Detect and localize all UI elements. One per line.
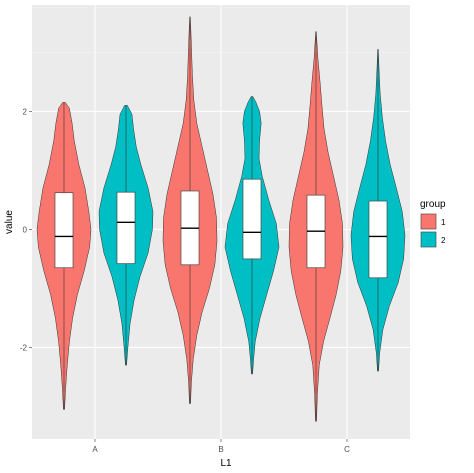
- violin-A-1: [36, 102, 92, 410]
- x-tick-label: A: [92, 445, 98, 454]
- violin-C-2: [350, 49, 406, 372]
- y-axis-title: value: [4, 210, 15, 234]
- violin-A-2: [98, 105, 154, 366]
- legend-swatch-1: [420, 213, 437, 230]
- legend-label-2: 2: [441, 236, 446, 245]
- y-tick-label: -2: [20, 343, 28, 352]
- legend-swatch-2: [420, 231, 437, 248]
- axes: -2 0 2 A B C: [20, 107, 350, 454]
- x-axis-title: L1: [220, 458, 232, 469]
- x-tick-label: B: [218, 445, 223, 454]
- violins: [36, 16, 406, 422]
- grid-lines: [32, 5, 410, 439]
- violin-B-2: [224, 96, 280, 375]
- box: [54, 192, 74, 269]
- box: [242, 178, 262, 260]
- legend: group 1 2: [420, 199, 446, 248]
- legend-title: group: [420, 199, 446, 210]
- legend-label-1: 1: [441, 218, 446, 227]
- violin-B-1: [162, 16, 218, 404]
- box: [368, 200, 388, 279]
- violin-C-1: [288, 31, 344, 422]
- box: [116, 191, 136, 264]
- x-tick-label: C: [344, 445, 350, 454]
- y-tick-label: 0: [23, 225, 28, 234]
- y-tick-label: 2: [23, 107, 28, 116]
